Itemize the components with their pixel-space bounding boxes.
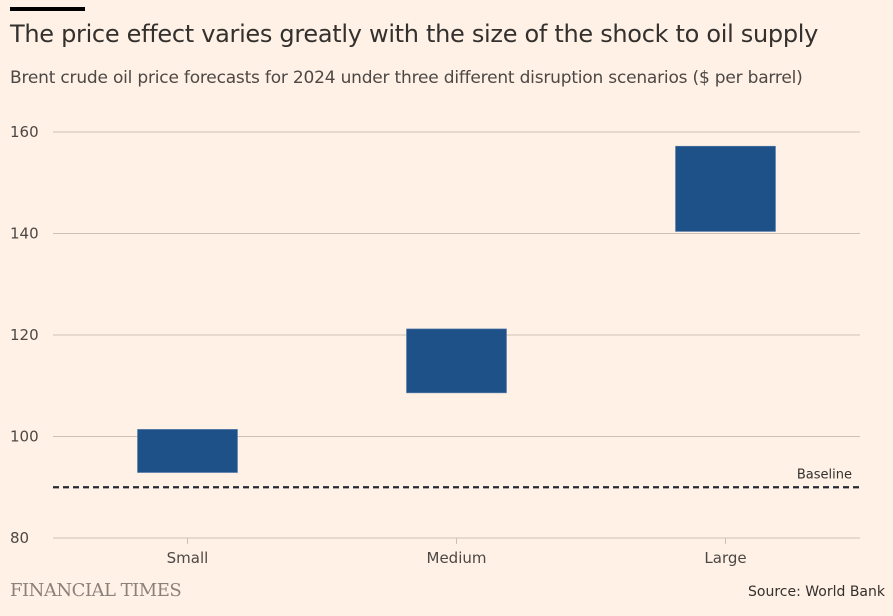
y-tick-label: 120: [10, 326, 39, 344]
y-tick-label: 100: [10, 428, 39, 446]
reference-lines: Baseline: [53, 467, 860, 489]
x-category-label: Large: [704, 549, 746, 567]
y-tick-label: 140: [10, 225, 39, 243]
y-axis-ticks: 80 100 120 140 160: [10, 123, 39, 547]
y-tick-label: 80: [10, 529, 29, 547]
source-note: Source: World Bank: [748, 584, 885, 600]
bars: [137, 145, 776, 473]
y-tick-label: 160: [10, 123, 39, 141]
x-axis-categories: Small Medium Large: [167, 538, 747, 567]
chart-title: The price effect varies greatly with the…: [10, 20, 819, 48]
range-bar-large: [675, 145, 776, 232]
range-bar-small: [137, 429, 238, 473]
x-category-label: Medium: [427, 549, 487, 567]
x-category-label: Small: [167, 549, 209, 567]
baseline-label: Baseline: [797, 467, 852, 482]
chart-subtitle: Brent crude oil price forecasts for 2024…: [10, 68, 803, 88]
ft-logo: FINANCIAL TIMES: [10, 580, 182, 601]
range-bar-medium: [406, 328, 507, 394]
ft-accent-bar: [10, 7, 85, 11]
